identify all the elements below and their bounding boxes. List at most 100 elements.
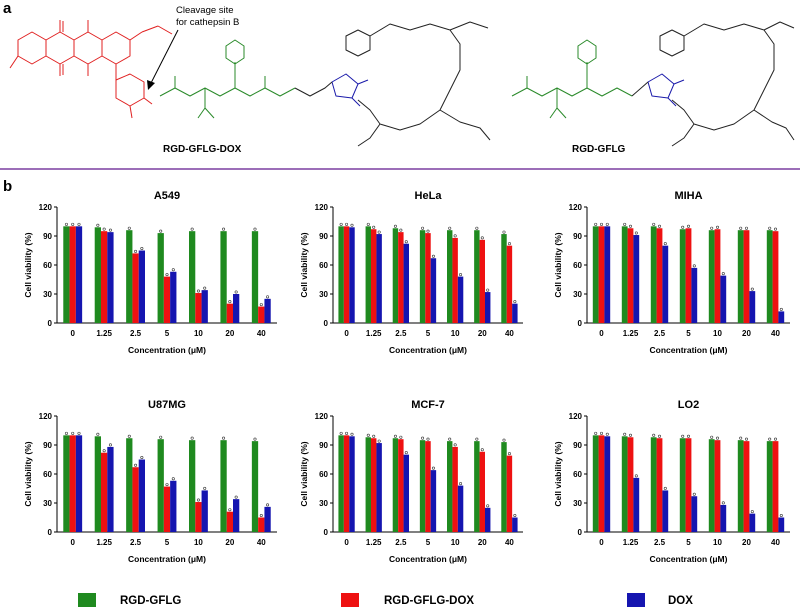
x-tick-label: 0 (344, 329, 349, 338)
data-point-marker (681, 225, 685, 229)
x-tick-label: 40 (505, 329, 514, 338)
data-point-marker (339, 222, 343, 226)
data-point-marker (350, 223, 354, 227)
x-tick-label: 40 (771, 538, 780, 547)
bar-dox-2.5 (138, 459, 145, 532)
bar-rgd-gflg-dox-5 (425, 233, 431, 323)
x-tick-label: 10 (713, 538, 722, 547)
x-axis-label: Concentration (μM) (650, 345, 728, 355)
bar-dox-1.25 (633, 235, 640, 323)
y-tick-label: 60 (43, 470, 52, 479)
y-tick-label: 90 (573, 441, 582, 450)
y-tick-label: 120 (39, 412, 53, 421)
data-point-marker (253, 437, 257, 441)
bar-rgd-gflg-20 (474, 441, 480, 532)
bar-dox-5 (170, 480, 177, 532)
data-point-marker (502, 230, 506, 234)
data-point-marker (421, 436, 425, 440)
data-point-marker (686, 224, 690, 228)
data-point-marker (652, 222, 656, 226)
compound2-label: RGD-GFLG (572, 144, 626, 155)
chart-title: LO2 (678, 399, 699, 411)
x-tick-label: 20 (742, 538, 751, 547)
y-tick-label: 90 (573, 232, 582, 241)
bar-dox-5 (170, 271, 177, 323)
data-point-marker (480, 236, 484, 240)
data-point-marker (345, 431, 349, 435)
data-point-marker (102, 227, 106, 231)
data-point-marker (475, 437, 479, 441)
bar-rgd-gflg-5 (679, 229, 686, 323)
data-point-marker (96, 223, 100, 227)
panel-a-label: a (3, 0, 12, 17)
data-point-marker (96, 432, 100, 436)
data-point-marker (623, 432, 627, 436)
data-point-marker (507, 242, 511, 246)
data-point-marker (426, 229, 430, 233)
data-point-marker (739, 226, 743, 230)
bar-rgd-gflg-dox-1.25 (627, 228, 634, 323)
bar-rgd-gflg-dox-2.5 (656, 228, 663, 323)
y-axis-label: Cell viability (%) (299, 441, 309, 506)
data-point-marker (393, 434, 397, 438)
bar-rgd-gflg-dox-40 (772, 441, 779, 532)
data-point-marker (768, 437, 772, 441)
bar-rgd-gflg-40 (766, 441, 773, 532)
data-point-marker (140, 247, 144, 251)
bar-rgd-gflg-dox-20 (743, 230, 750, 323)
x-tick-label: 1.25 (366, 538, 382, 547)
y-tick-label: 0 (48, 528, 53, 537)
bar-rgd-gflg-2.5 (392, 438, 399, 532)
data-point-marker (404, 451, 408, 455)
bar-rgd-gflg-dox-20 (479, 239, 485, 323)
bar-rgd-gflg-dox-0 (598, 435, 605, 532)
chart-title: U87MG (148, 399, 186, 411)
bar-dox-20 (485, 507, 491, 532)
data-point-marker (513, 300, 517, 304)
y-tick-label: 30 (573, 290, 582, 299)
data-point-marker (404, 240, 408, 244)
data-point-marker (399, 435, 403, 439)
bar-dox-5 (430, 258, 437, 323)
y-axis-label: Cell viability (%) (299, 232, 309, 297)
data-point-marker (628, 224, 632, 228)
x-tick-label: 2.5 (654, 538, 666, 547)
y-axis-label: Cell viability (%) (23, 441, 33, 506)
data-point-marker (71, 222, 75, 226)
data-point-marker (431, 466, 435, 470)
bar-rgd-gflg-dox-40 (258, 306, 265, 323)
bar-dox-20 (233, 499, 240, 532)
panel-b-label: b (3, 178, 12, 195)
x-tick-label: 1.25 (96, 538, 112, 547)
x-tick-label: 1.25 (366, 329, 382, 338)
x-tick-label: 5 (165, 538, 170, 547)
y-tick-label: 120 (569, 412, 583, 421)
bar-dox-40 (778, 311, 785, 323)
legend-label-dox: DOX (668, 595, 693, 607)
x-tick-label: 1.25 (623, 538, 639, 547)
data-point-marker (377, 439, 381, 443)
chart-title: MIHA (674, 190, 702, 202)
data-point-marker (259, 513, 263, 517)
data-point-marker (594, 431, 598, 435)
data-point-marker (366, 433, 370, 437)
bar-rgd-gflg-dox-5 (163, 276, 171, 323)
x-tick-label: 10 (194, 538, 203, 547)
data-point-marker (663, 486, 667, 490)
y-tick-label: 0 (578, 528, 583, 537)
data-point-marker (222, 436, 226, 440)
data-point-marker (453, 443, 457, 447)
data-point-marker (421, 226, 425, 230)
data-point-marker (628, 433, 632, 437)
gflg-linker-2 (511, 39, 633, 119)
bar-rgd-gflg-2.5 (126, 438, 133, 532)
data-point-marker (715, 225, 719, 229)
data-point-marker (663, 242, 667, 246)
bar-rgd-gflg-0 (592, 226, 599, 323)
y-tick-label: 90 (43, 441, 52, 450)
bar-rgd-gflg-1.25 (621, 226, 628, 323)
data-point-marker (721, 272, 725, 276)
bar-dox-20 (485, 292, 491, 323)
y-tick-label: 30 (319, 499, 328, 508)
y-tick-label: 60 (43, 261, 52, 270)
